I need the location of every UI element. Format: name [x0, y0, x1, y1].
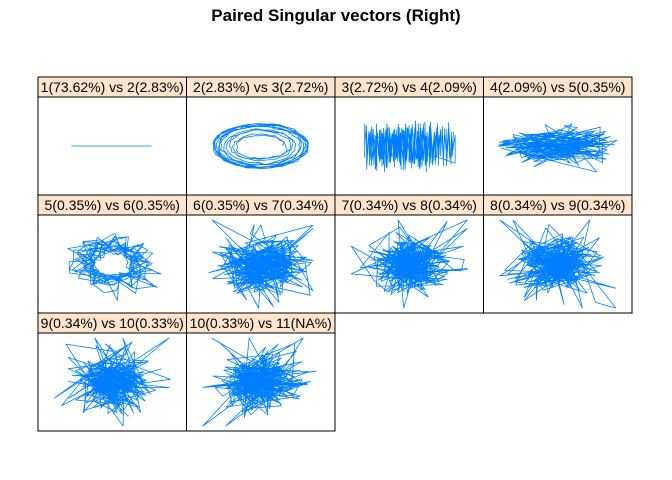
panel-label: 5(0.35%) vs 6(0.35%) [45, 197, 180, 213]
panel: 6(0.35%) vs 7(0.34%) [186, 194, 336, 314]
panel-trajectory [67, 232, 162, 301]
panel-trajectory [364, 120, 456, 173]
panel-label: 9(0.34%) vs 10(0.33%) [41, 315, 184, 331]
panel-label: 4(2.09%) vs 5(0.35%) [490, 79, 625, 95]
panel-label: 2(2.83%) vs 3(2.72%) [193, 79, 328, 95]
panel-body [186, 96, 336, 196]
panel-body [37, 214, 187, 314]
panel-trajectory [499, 219, 617, 309]
panel-trajectory [208, 219, 314, 309]
panel-trajectory [498, 123, 618, 173]
panel: 3(2.72%) vs 4(2.09%) [334, 76, 484, 196]
panel: 8(0.34%) vs 9(0.34%) [483, 194, 633, 314]
panel: 10(0.33%) vs 11(NA%) [186, 312, 336, 432]
chart-title: Paired Singular vectors (Right) [211, 6, 461, 25]
panel: 1(73.62%) vs 2(2.83%) [37, 76, 187, 196]
panel-label: 6(0.35%) vs 7(0.34%) [193, 197, 328, 213]
panel-label: 7(0.34%) vs 8(0.34%) [342, 197, 477, 213]
panel-label: 1(73.62%) vs 2(2.83%) [41, 79, 184, 95]
panel-trajectory [53, 337, 171, 427]
panel-label: 8(0.34%) vs 9(0.34%) [490, 197, 625, 213]
panel-label: 3(2.72%) vs 4(2.09%) [342, 79, 477, 95]
panel: 9(0.34%) vs 10(0.33%) [37, 312, 187, 432]
panel-label: 10(0.33%) vs 11(NA%) [190, 315, 332, 331]
panel: 2(2.83%) vs 3(2.72%) [186, 76, 336, 196]
panel-trajectory [212, 123, 309, 170]
panel-trajectory [350, 219, 468, 309]
panel: 5(0.35%) vs 6(0.35%) [37, 194, 187, 314]
panel: 7(0.34%) vs 8(0.34%) [334, 194, 484, 314]
panel-trajectory [202, 337, 317, 427]
panel: 4(2.09%) vs 5(0.35%) [483, 76, 633, 196]
